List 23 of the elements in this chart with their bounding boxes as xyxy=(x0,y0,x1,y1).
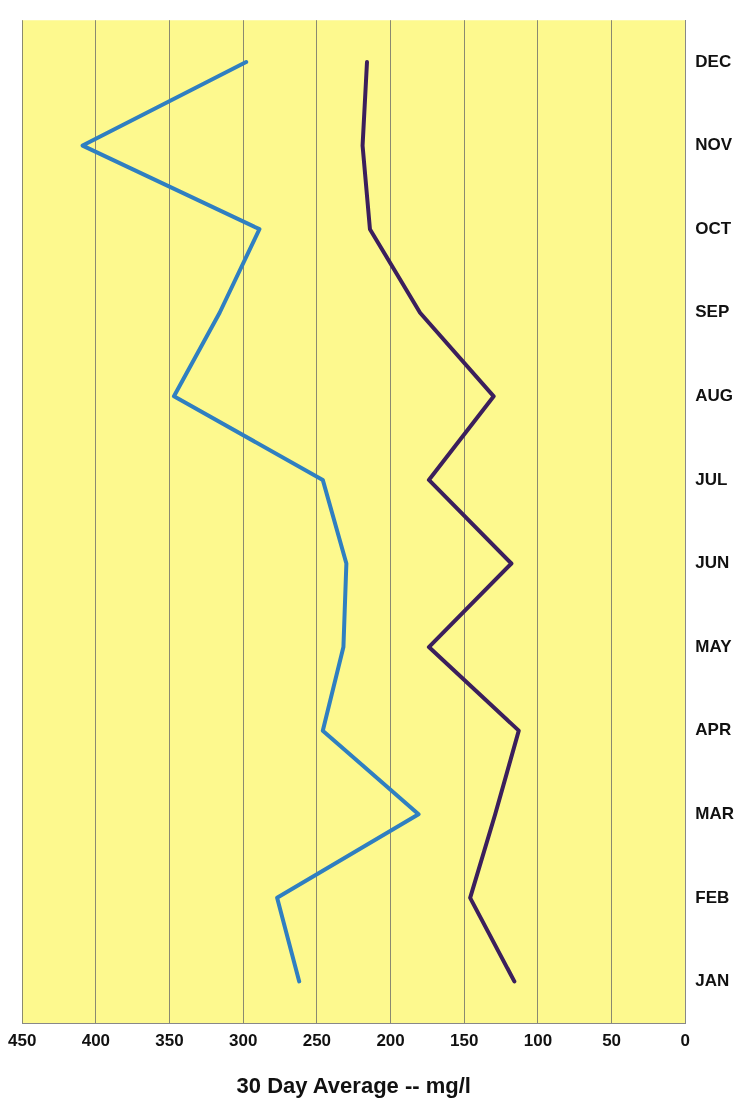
x-tick-label: 50 xyxy=(602,1031,622,1051)
x-tick-label: 300 xyxy=(229,1031,258,1051)
y-tick-label: JUN xyxy=(695,553,730,573)
y-tick-label: AUG xyxy=(695,386,734,406)
y-tick-label: OCT xyxy=(695,218,732,238)
x-tick-label: 150 xyxy=(450,1031,479,1051)
x-tick-label: 250 xyxy=(302,1031,332,1051)
x-tick-label: 450 xyxy=(7,1031,37,1051)
y-tick-label: APR xyxy=(695,720,732,740)
y-tick-label: NOV xyxy=(695,135,733,155)
y-tick-label: DEC xyxy=(695,51,732,71)
y-tick-label: SEP xyxy=(695,302,730,322)
y-tick-label: FEB xyxy=(695,887,730,907)
x-tick-label: 200 xyxy=(376,1031,405,1051)
y-tick-label: JAN xyxy=(695,971,730,991)
y-tick-label: JUL xyxy=(695,469,728,489)
x-tick-label: 100 xyxy=(523,1031,553,1051)
x-tick-label: 400 xyxy=(81,1031,111,1051)
y-tick-label: MAR xyxy=(695,803,734,823)
x-axis-title: 30 Day Average -- mg/l xyxy=(236,1072,471,1098)
x-tick-label: 0 xyxy=(680,1031,691,1051)
y-tick-label: MAY xyxy=(695,636,733,656)
x-tick-label: 350 xyxy=(155,1031,184,1051)
